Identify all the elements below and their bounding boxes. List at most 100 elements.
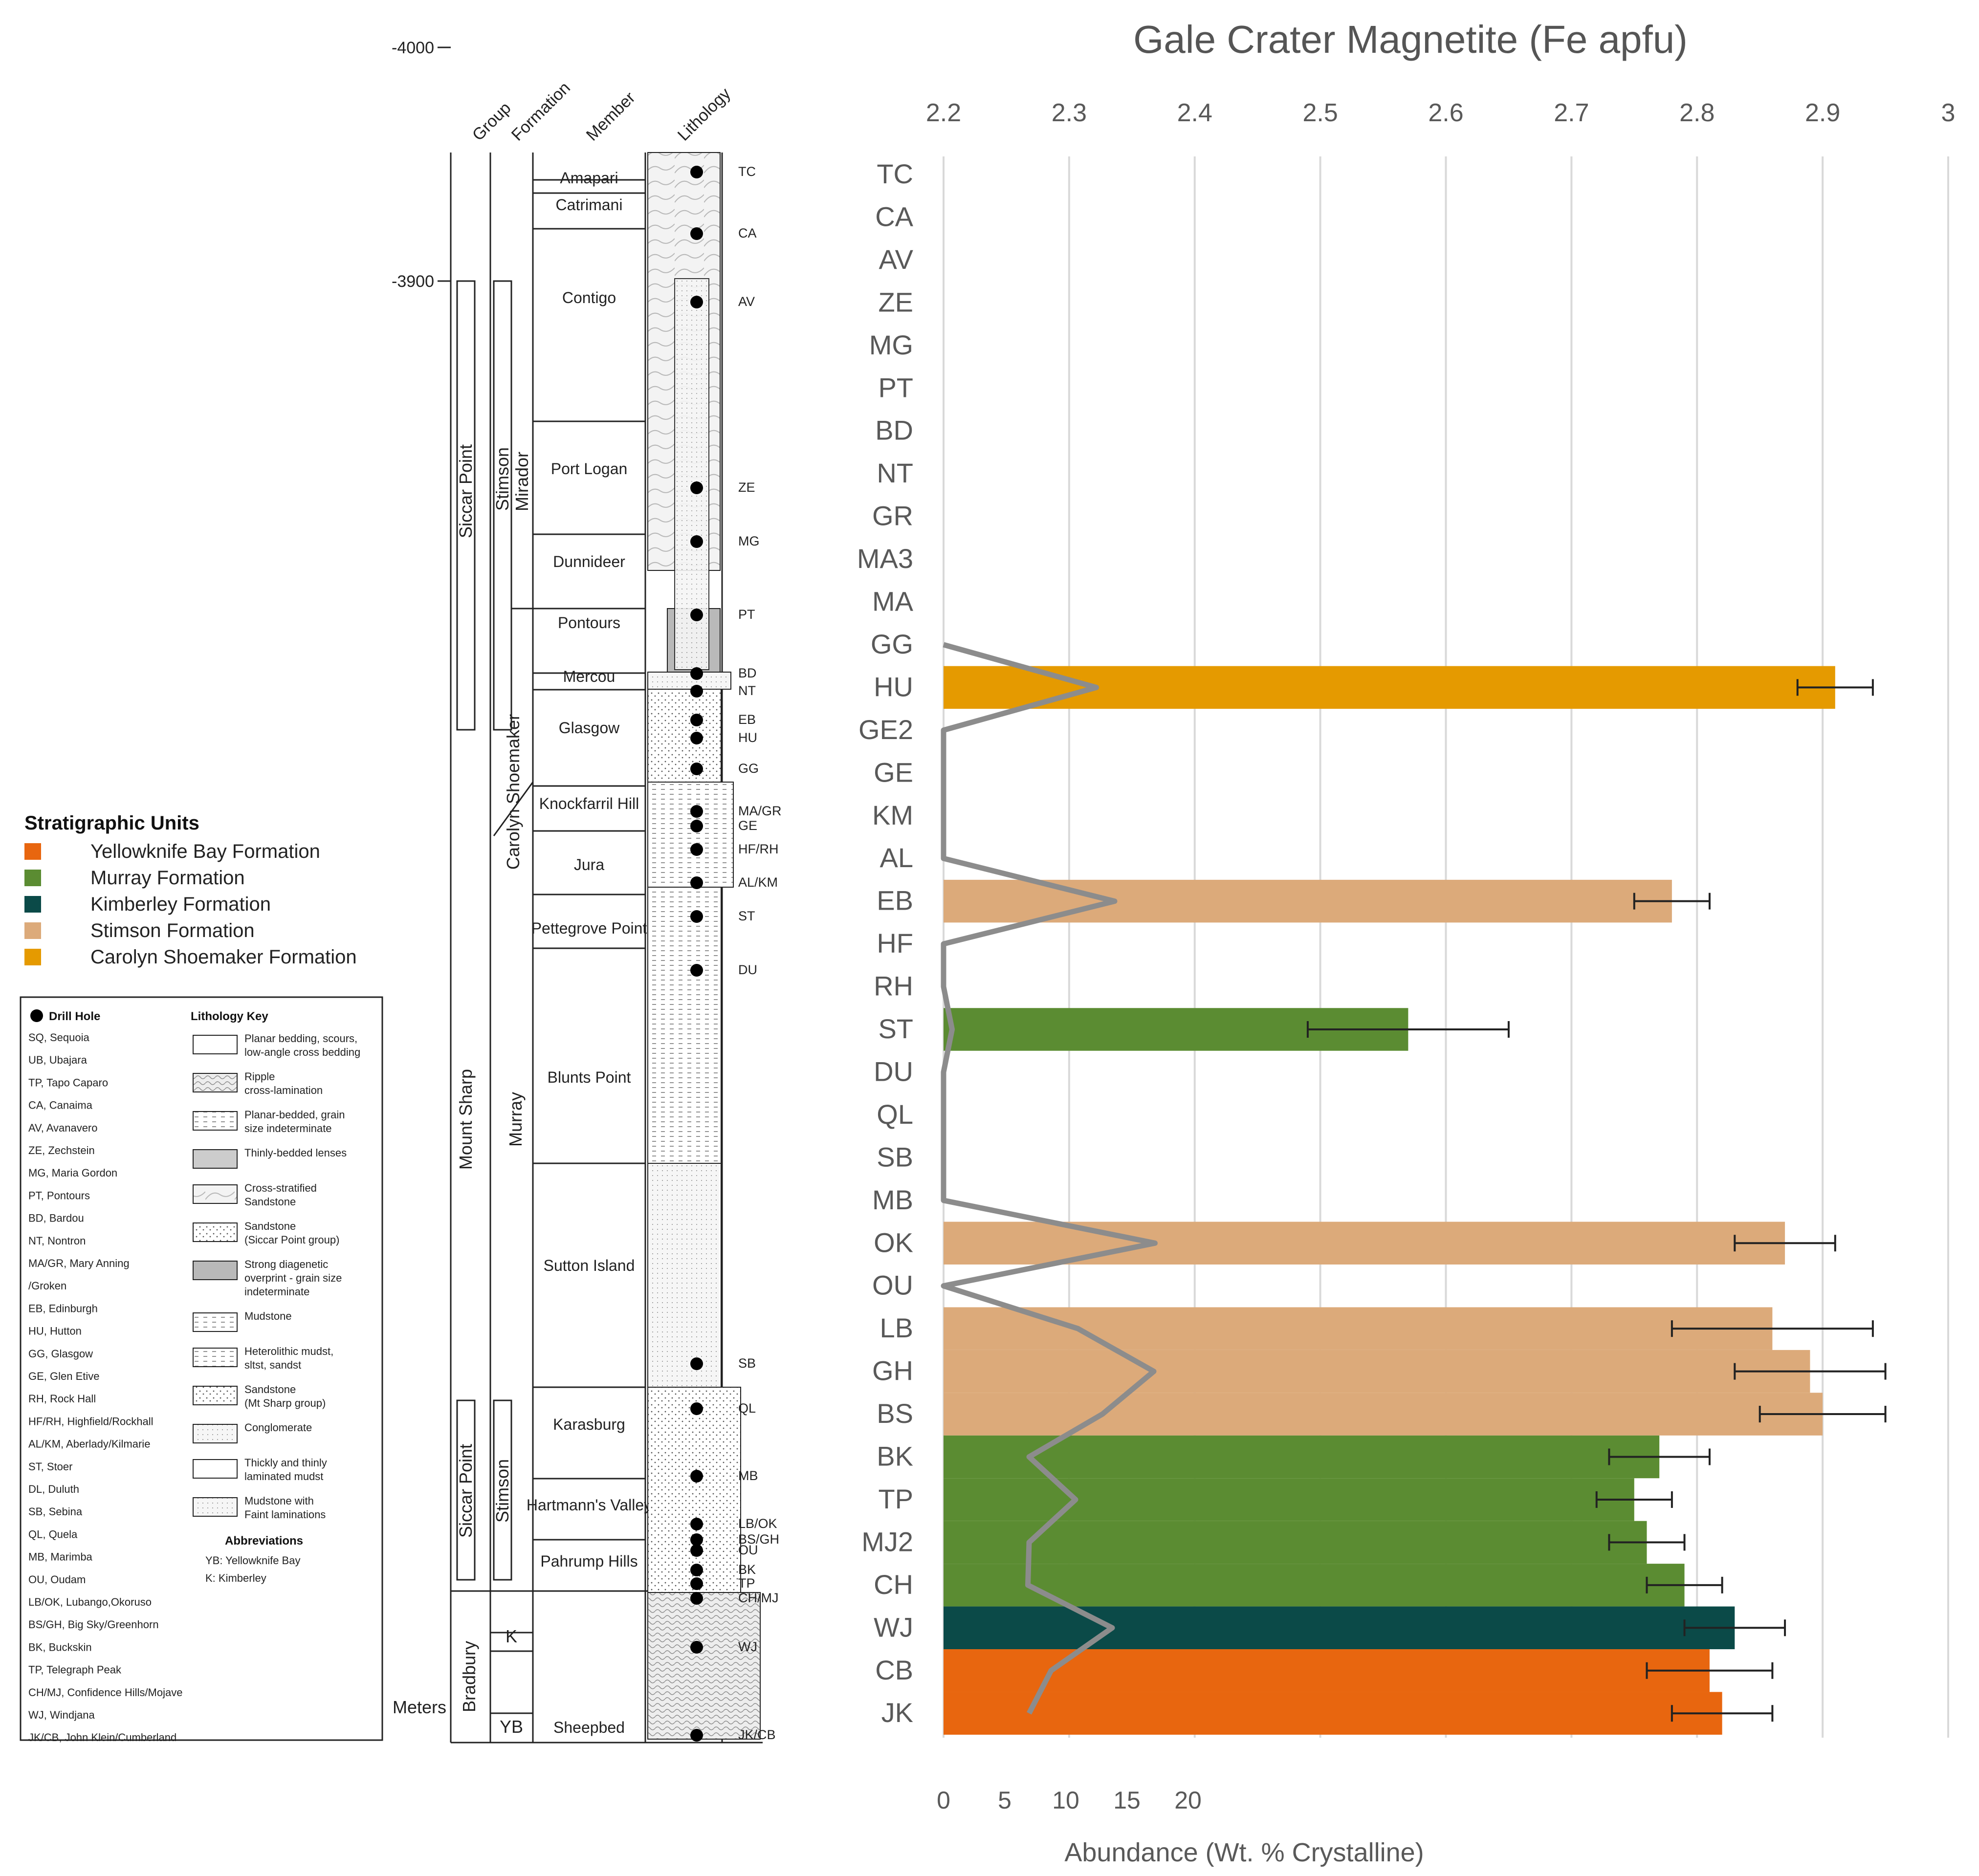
lithology-key-label: sltst, sandst	[244, 1359, 301, 1371]
lithology-key-label: (Mt Sharp group)	[244, 1397, 326, 1409]
top-axis-tick-label: 2.3	[1052, 99, 1087, 127]
category-label: CA	[875, 201, 913, 232]
drill-hole-label: BK	[738, 1562, 756, 1577]
drill-hole-label: LB/OK	[738, 1516, 777, 1531]
bar-jk	[944, 1692, 1722, 1734]
top-axis-tick-label: 3	[1941, 99, 1956, 127]
formation-label: YB	[500, 1717, 523, 1737]
member-label: Jura	[574, 856, 604, 873]
site-abbreviation: JK/CB, John Klein/Cumberland	[28, 1731, 176, 1744]
lithology-key-swatch	[193, 1112, 237, 1130]
lithology-key-label: size indeterminate	[244, 1122, 332, 1134]
drill-hole-icon	[690, 1402, 703, 1415]
site-abbreviation: ZE, Zechstein	[28, 1144, 95, 1156]
drill-hole-label: CA	[738, 226, 757, 240]
lithology-key-swatch	[193, 1386, 237, 1405]
drill-hole-icon	[690, 481, 703, 494]
category-label: SB	[877, 1141, 913, 1172]
category-label: PT	[878, 372, 913, 403]
drill-hole-icon	[690, 1641, 703, 1654]
member-label: Hartmann's Valley	[527, 1496, 652, 1514]
category-label: EB	[877, 885, 913, 916]
site-abbreviation: HU, Hutton	[28, 1325, 82, 1337]
lithology-heterolithic	[648, 782, 733, 887]
lithology-key-label: overprint - grain size	[244, 1272, 342, 1284]
legend-label: Stimson Formation	[90, 920, 255, 941]
legend-swatch	[24, 843, 41, 860]
site-abbreviation: OU, Oudam	[28, 1573, 86, 1586]
category-label: MB	[872, 1184, 913, 1215]
lithology-key-title: Lithology Key	[191, 1010, 268, 1023]
depth-units-label: Meters	[393, 1697, 446, 1717]
category-label: AL	[880, 842, 914, 873]
lithology-heterolithic-lower	[648, 1387, 741, 1592]
category-label: BD	[875, 415, 913, 446]
site-abbreviation: TP, Tapo Caparo	[28, 1076, 108, 1089]
x-axis-title: Abundance (Wt. % Crystalline)	[1064, 1838, 1424, 1867]
drill-hole-icon	[690, 1592, 703, 1605]
member-label: Pettegrove Point	[531, 919, 647, 937]
site-abbreviation: GG, Glasgow	[28, 1348, 93, 1360]
lithology-key-label: Mudstone with	[244, 1495, 314, 1507]
top-axis-tick-label: 2.5	[1302, 99, 1338, 127]
member-label: Sheepbed	[553, 1719, 625, 1736]
lithology-key-swatch	[193, 1150, 237, 1168]
drill-hole-label: HF/RH	[738, 842, 779, 856]
category-label: LB	[880, 1312, 914, 1343]
depth-tick-label: -3900	[392, 272, 434, 291]
member-label: Knockfarril Hill	[539, 795, 639, 812]
drill-hole-icon	[690, 763, 703, 775]
column-header: Group	[469, 99, 515, 145]
drill-hole-key-label: Drill Hole	[49, 1010, 100, 1023]
member-label: Sutton Island	[544, 1257, 635, 1274]
site-abbreviation: ST, Stoer	[28, 1461, 72, 1473]
category-label: OK	[874, 1227, 913, 1258]
drill-hole-label: HU	[738, 730, 757, 745]
site-abbreviation: UB, Ubajara	[28, 1054, 88, 1066]
drill-hole-icon	[690, 1544, 703, 1557]
site-abbreviation: BS/GH, Big Sky/Greenhorn	[28, 1618, 159, 1631]
bottom-axis-tick-label: 10	[1052, 1787, 1079, 1814]
bottom-axis-tick-label: 20	[1174, 1787, 1202, 1814]
category-label: GH	[872, 1355, 913, 1386]
lithology-key-label: Strong diagenetic	[244, 1258, 328, 1270]
legend-label: Yellowknife Bay Formation	[90, 841, 320, 862]
chart-title: Gale Crater Magnetite (Fe apfu)	[1133, 18, 1688, 61]
category-label: HU	[874, 671, 913, 702]
site-abbreviation: LB/OK, Lubango,Okoruso	[28, 1596, 152, 1608]
category-label: DU	[874, 1056, 913, 1087]
drill-hole-icon	[690, 714, 703, 726]
formation-label: Murray	[506, 1092, 526, 1147]
lithology-key-swatch	[193, 1073, 237, 1092]
member-label: Pontours	[558, 614, 620, 632]
drill-hole-label: GG	[738, 761, 759, 776]
site-abbreviation: EB, Edinburgh	[28, 1302, 98, 1314]
category-label: OU	[872, 1270, 913, 1301]
formation-label: K	[506, 1626, 517, 1646]
lithology-key-swatch	[193, 1035, 237, 1054]
drill-hole-label: DU	[738, 962, 757, 977]
lithology-key-swatch	[193, 1460, 237, 1478]
site-abbreviation: MG, Maria Gordon	[28, 1167, 117, 1179]
site-abbreviation: AV, Avanavero	[28, 1122, 98, 1134]
drill-hole-label: MB	[738, 1468, 758, 1483]
category-label: ST	[878, 1013, 913, 1044]
category-label: MA3	[857, 543, 913, 574]
formation-label: Stimson	[492, 447, 512, 511]
site-abbreviation: WJ, Windjana	[28, 1709, 95, 1721]
category-label: NT	[877, 458, 913, 488]
category-label: KM	[872, 800, 913, 830]
drill-hole-icon	[690, 535, 703, 548]
site-abbreviation: MA/GR, Mary Anning	[28, 1257, 130, 1269]
drill-hole-label: ZE	[738, 480, 755, 495]
lithology-key-swatch	[193, 1185, 237, 1203]
site-abbreviation: HF/RH, Highfield/Rockhall	[28, 1415, 154, 1427]
column-header: Member	[583, 88, 639, 145]
member-label: Pahrump Hills	[540, 1552, 638, 1570]
legend-swatch	[24, 949, 41, 965]
member-label: Mercou	[563, 668, 616, 685]
legend-swatch	[24, 896, 41, 913]
drill-hole-icon	[690, 820, 703, 832]
legend-label: Kimberley Formation	[90, 894, 271, 915]
